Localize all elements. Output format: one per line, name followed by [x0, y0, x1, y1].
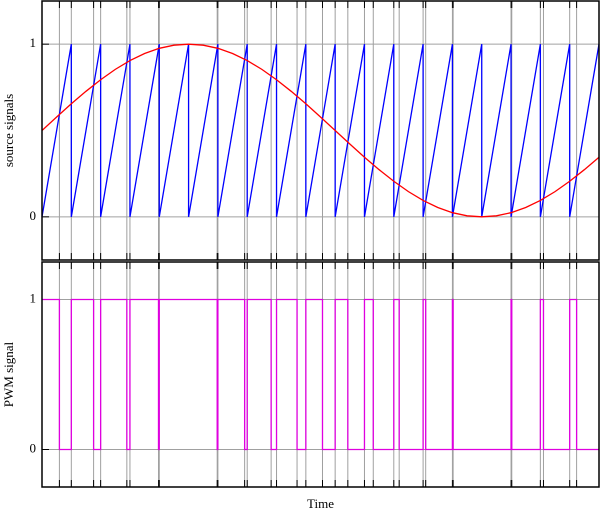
series-line	[41, 44, 600, 217]
y-axis-label: source signals	[1, 94, 16, 167]
y-tick-label: 0	[30, 208, 37, 223]
plot-frame	[41, 0, 600, 261]
plot-frame	[41, 261, 600, 488]
x-axis-label: Time	[307, 496, 334, 511]
y-tick-label: 0	[30, 440, 37, 455]
y-axis-label: PWM signal	[1, 341, 16, 407]
series-line	[42, 298, 599, 451]
y-tick-label: 1	[30, 35, 37, 50]
y-tick-label: 1	[30, 290, 37, 305]
series-line	[41, 43, 600, 218]
